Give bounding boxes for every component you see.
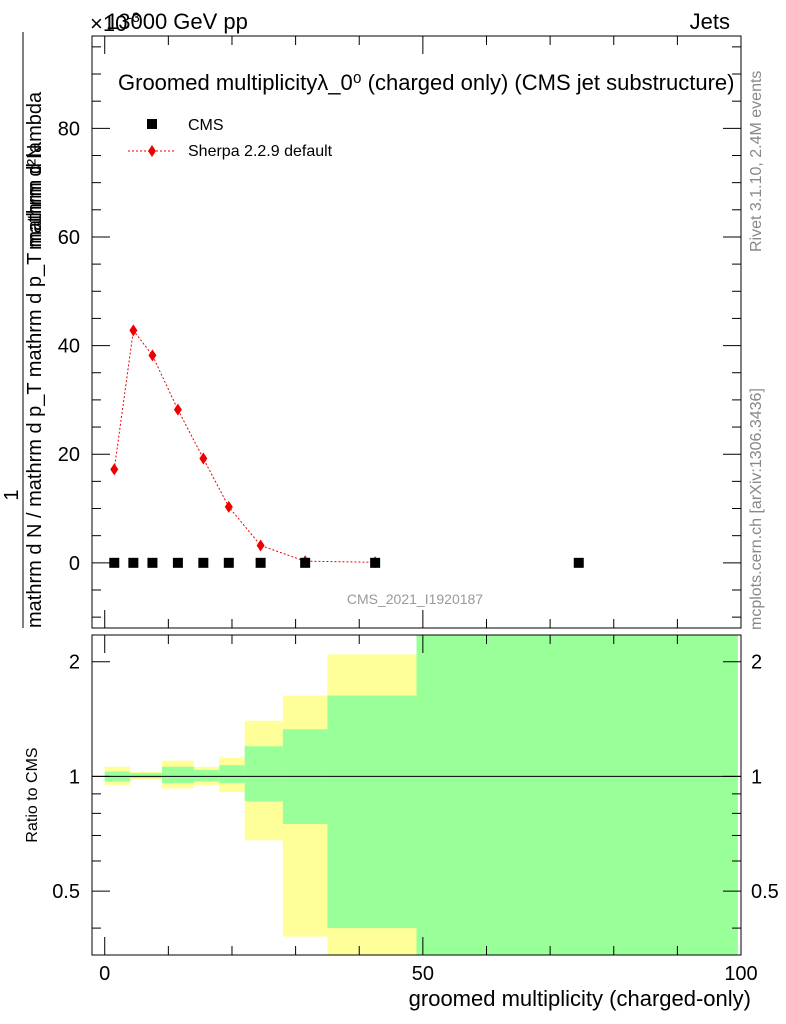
main-y-tick-label: 80: [58, 118, 80, 140]
ratio-band-inner: [219, 765, 245, 784]
legend: CMS Sherpa 2.2.9 default: [128, 117, 333, 160]
y-axis-label-line3: mathrm d²N: [24, 144, 46, 250]
ratio-y-tick-label: 0.5: [52, 881, 80, 903]
ratio-band-inner: [161, 766, 194, 784]
cms-point: [147, 557, 158, 568]
ratio-y-tick-label-right: 1: [751, 766, 762, 788]
x-axis-label: groomed multiplicity (charged-only): [409, 986, 751, 1011]
main-y-tick-label: 20: [58, 444, 80, 466]
legend-sherpa-marker: [148, 145, 156, 157]
chart-title: Groomed multiplicityλ_0⁰ (charged only) …: [118, 70, 734, 95]
sherpa-point: [110, 463, 119, 476]
cms-point: [109, 557, 120, 568]
ratio-y-tick-label: 2: [69, 652, 80, 674]
legend-cms-label: CMS: [188, 117, 224, 134]
ratio-band-inner: [193, 769, 220, 782]
x-tick-label: 100: [724, 963, 757, 985]
ratio-y-axis-label: Ratio to CMS: [24, 747, 41, 842]
sherpa-point: [173, 403, 182, 416]
cms-point: [172, 557, 183, 568]
sherpa-point: [256, 539, 265, 552]
ratio-y-tick-label-right: 2: [751, 652, 762, 674]
y-axis-label-line2: mathrm d N / mathrm d p_T mathrm d p_T m…: [24, 91, 46, 628]
main-y-tick-label: 40: [58, 336, 80, 358]
x-tick-label: 50: [412, 963, 434, 985]
ratio-frame: [91, 634, 742, 956]
exponent-label: ×10-3: [90, 9, 140, 36]
ratio-y-tick-label: 1: [69, 766, 80, 788]
cms-point: [198, 557, 209, 568]
cms-point: [255, 557, 266, 568]
main-panel: 0 20 40 60 80: [58, 35, 742, 629]
ratio-band-inner: [327, 695, 417, 929]
main-y-tick-label: 0: [69, 553, 80, 575]
cms-point: [128, 557, 139, 568]
ratio-band-inner: [130, 773, 162, 779]
sherpa-point: [129, 324, 138, 337]
cms-point: [300, 557, 311, 568]
ratio-band-inner: [244, 746, 283, 802]
rivet-label: Rivet 3.1.10, 2.4M events: [748, 71, 765, 252]
main-y-tick-label: 60: [58, 227, 80, 249]
process-label: Jets: [690, 9, 730, 34]
main-frame: [91, 35, 742, 629]
energy-label: 13000 GeV pp: [106, 9, 248, 34]
sherpa-point: [148, 349, 157, 362]
cms-point: [370, 557, 381, 568]
legend-sherpa-label: Sherpa 2.2.9 default: [188, 143, 333, 160]
sherpa-point: [224, 500, 233, 513]
cms-point: [223, 557, 234, 568]
sherpa-line: [113, 329, 376, 563]
sherpa-point: [199, 452, 208, 465]
legend-cms-marker: [147, 119, 157, 129]
ratio-panel: 0.5 0.5 1 1 2 2 0 50 100: [52, 634, 779, 985]
ratio-y-tick-label-right: 0.5: [751, 881, 779, 903]
x-tick-label: 0: [99, 963, 110, 985]
y-axis-label-line1: 1: [1, 489, 23, 500]
mcplots-label: mcplots.cern.ch [arXiv:1306.3436]: [748, 388, 765, 630]
cms-point: [573, 557, 584, 568]
ratio-band-inner: [416, 635, 738, 955]
watermark-label: CMS_2021_I1920187: [347, 591, 483, 607]
